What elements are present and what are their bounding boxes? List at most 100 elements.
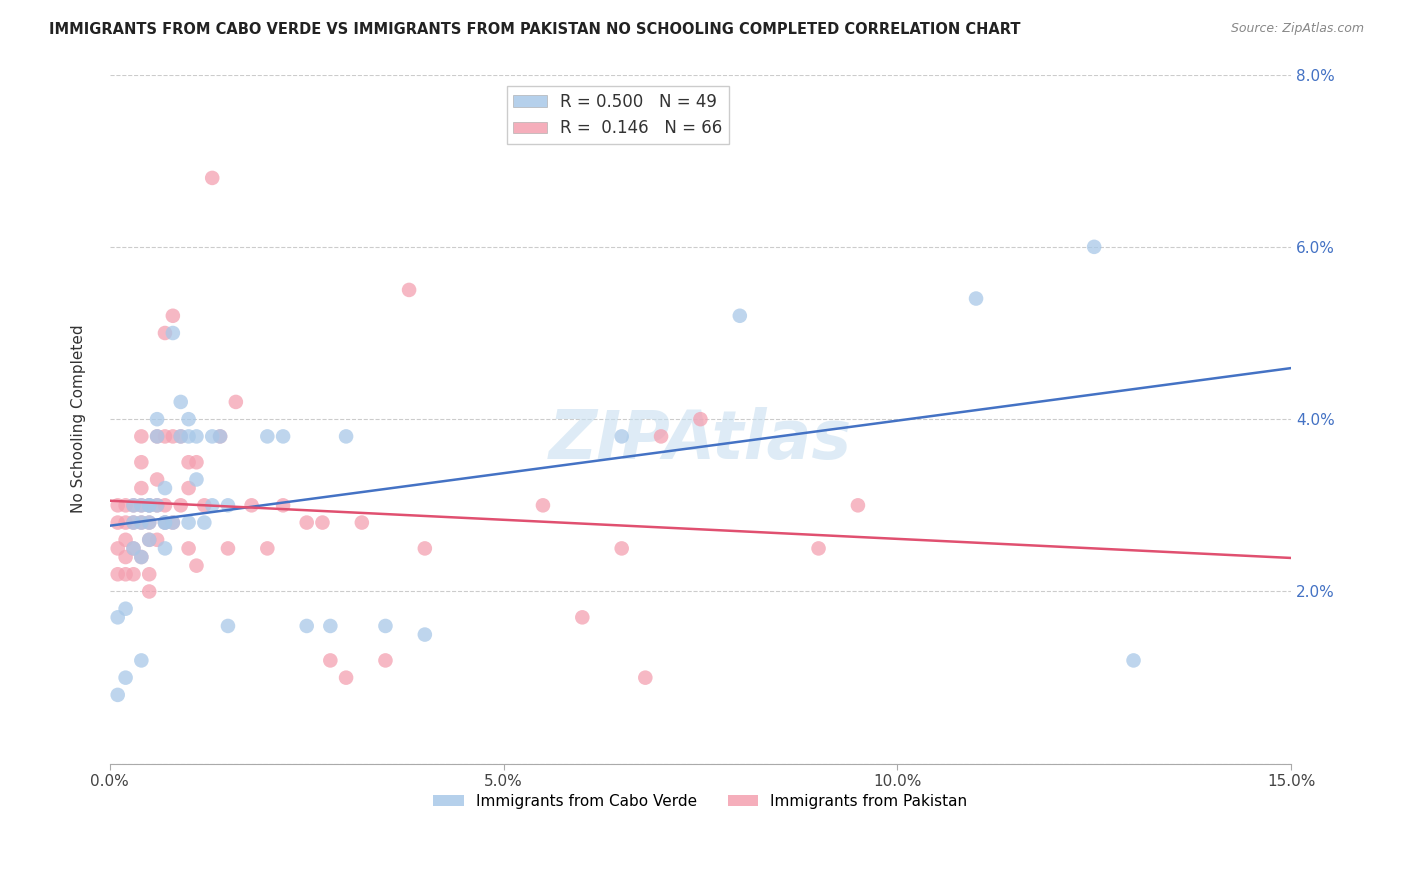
Point (153, 516, 176, 530)
Point (319, 653, 342, 667)
Point (138, 499, 160, 513)
Point (531, 499, 554, 513)
Point (634, 671, 657, 685)
Point (131, 499, 153, 513)
Point (610, 429, 633, 443)
Point (153, 481, 176, 495)
Point (146, 499, 169, 513)
Point (295, 619, 318, 633)
Point (186, 455, 208, 469)
Point (256, 429, 278, 443)
Point (186, 473, 208, 487)
Point (153, 541, 176, 556)
Point (689, 412, 711, 426)
Point (374, 619, 396, 633)
Point (170, 499, 193, 513)
Point (138, 567, 160, 582)
Point (146, 429, 169, 443)
Point (146, 412, 169, 426)
Point (186, 558, 208, 573)
Point (114, 533, 136, 547)
Point (107, 567, 129, 582)
Point (131, 549, 153, 564)
Point (122, 499, 145, 513)
Text: Source: ZipAtlas.com: Source: ZipAtlas.com (1230, 22, 1364, 36)
Point (138, 516, 160, 530)
Point (240, 499, 263, 513)
Point (271, 429, 294, 443)
Point (114, 567, 136, 582)
Point (217, 619, 239, 633)
Point (201, 429, 224, 443)
Point (122, 516, 145, 530)
Point (153, 516, 176, 530)
Point (177, 455, 200, 469)
Point (114, 549, 136, 564)
Point (413, 627, 436, 641)
Legend: Immigrants from Cabo Verde, Immigrants from Pakistan: Immigrants from Cabo Verde, Immigrants f… (427, 788, 974, 814)
Point (728, 309, 751, 323)
Point (131, 549, 153, 564)
Point (610, 541, 633, 556)
Point (201, 170, 224, 185)
Y-axis label: No Schooling Completed: No Schooling Completed (72, 325, 86, 514)
Point (650, 429, 672, 443)
Point (225, 395, 247, 409)
Point (295, 516, 318, 530)
Point (122, 567, 145, 582)
Point (311, 516, 333, 530)
Point (131, 481, 153, 495)
Point (217, 541, 239, 556)
Point (1083, 240, 1105, 254)
Point (271, 499, 294, 513)
Point (209, 429, 232, 443)
Point (193, 516, 215, 530)
Point (177, 516, 200, 530)
Point (153, 499, 176, 513)
Point (131, 499, 153, 513)
Point (122, 541, 145, 556)
Point (114, 601, 136, 615)
Text: IMMIGRANTS FROM CABO VERDE VS IMMIGRANTS FROM PAKISTAN NO SCHOOLING COMPLETED CO: IMMIGRANTS FROM CABO VERDE VS IMMIGRANTS… (49, 22, 1021, 37)
Point (138, 533, 160, 547)
Point (1122, 653, 1144, 667)
Point (350, 516, 373, 530)
Point (256, 541, 278, 556)
Point (177, 412, 200, 426)
Point (335, 671, 357, 685)
Point (107, 541, 129, 556)
Point (146, 499, 169, 513)
Point (319, 619, 342, 633)
Point (122, 516, 145, 530)
Point (193, 499, 215, 513)
Point (965, 292, 987, 306)
Point (162, 516, 184, 530)
Point (398, 283, 420, 297)
Point (146, 533, 169, 547)
Point (138, 584, 160, 599)
Point (114, 671, 136, 685)
Point (571, 610, 593, 624)
Point (170, 395, 193, 409)
Point (131, 429, 153, 443)
Point (122, 541, 145, 556)
Point (131, 516, 153, 530)
Point (413, 541, 436, 556)
Point (131, 455, 153, 469)
Point (374, 653, 396, 667)
Point (131, 516, 153, 530)
Point (162, 326, 184, 340)
Point (209, 429, 232, 443)
Point (107, 688, 129, 702)
Point (177, 429, 200, 443)
Point (153, 429, 176, 443)
Point (122, 499, 145, 513)
Point (138, 516, 160, 530)
Point (162, 516, 184, 530)
Point (177, 481, 200, 495)
Point (138, 499, 160, 513)
Point (217, 499, 239, 513)
Point (807, 541, 830, 556)
Point (114, 516, 136, 530)
Point (186, 429, 208, 443)
